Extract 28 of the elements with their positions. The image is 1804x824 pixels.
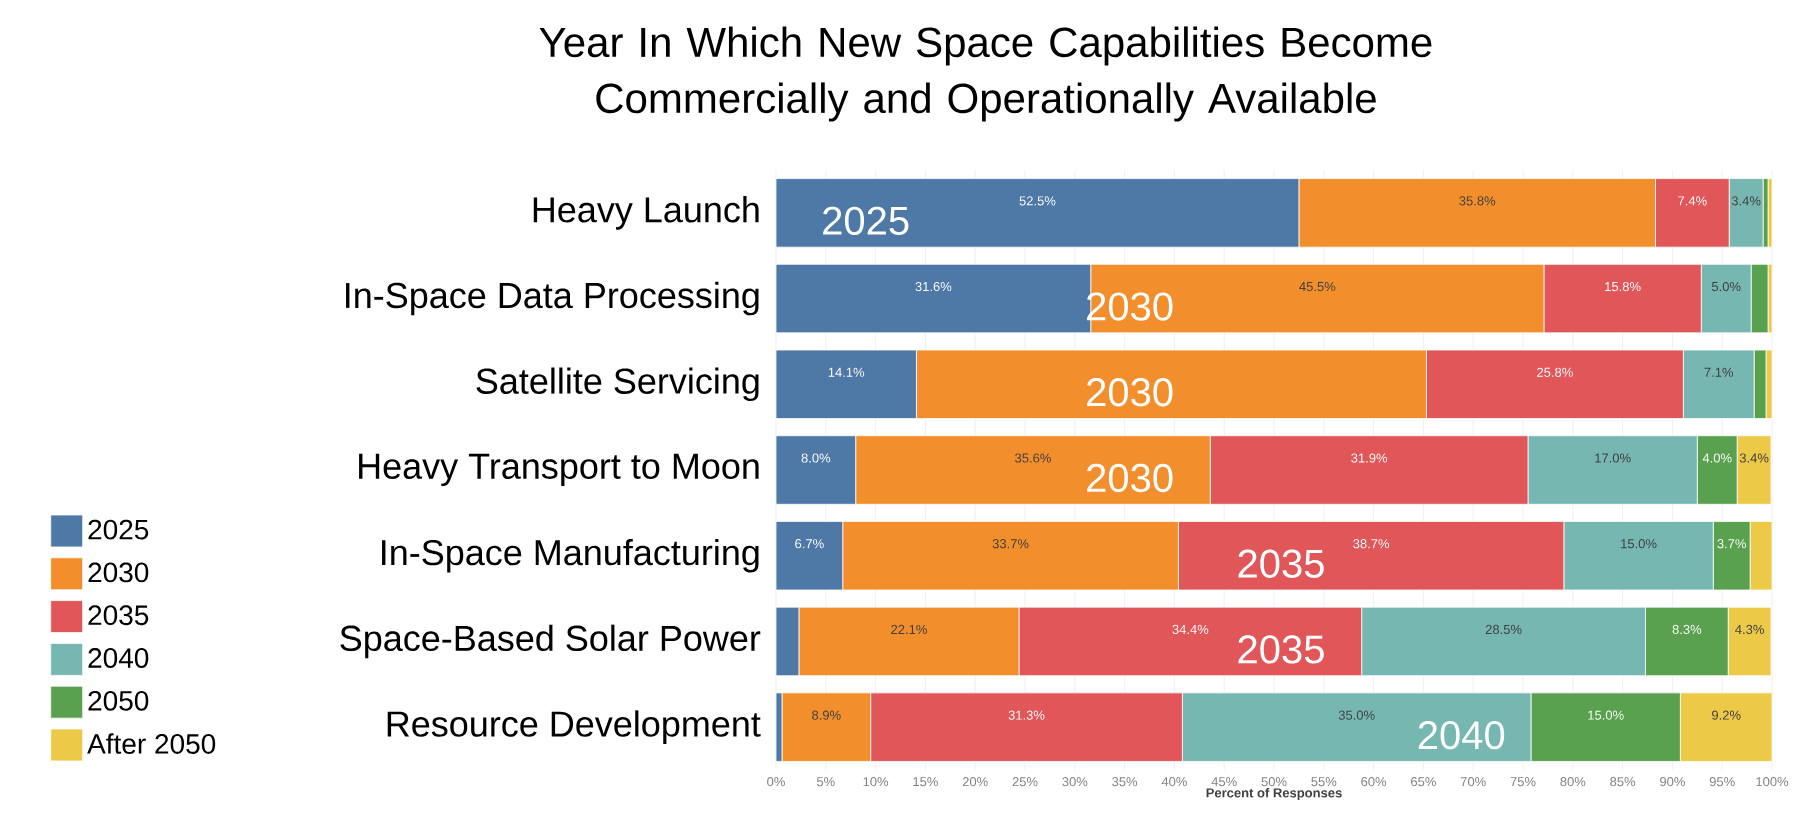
annotation: 2025 (823, 206, 909, 236)
bar (776, 349, 917, 419)
bar (776, 607, 799, 676)
legend-label: After 2050 (87, 733, 216, 754)
y-tick-label: Satellite Servicing (476, 367, 759, 402)
legend-label: 2050 (88, 690, 149, 711)
y-tick-label: Resource Development (387, 710, 761, 744)
bar (776, 435, 857, 505)
annotation: 2030 (1087, 463, 1173, 493)
bar (1727, 606, 1772, 677)
y-tick-label: In-Space Data Processing (346, 281, 759, 316)
legend-label: 2040 (88, 648, 149, 668)
y-tick-label: Space-Based Solar Power (340, 624, 761, 659)
chart-title: Year In Which New Space Capabilities Become Commercially and Operationally Available (539, 26, 1432, 122)
legend-label: 2025 (88, 519, 149, 540)
annotation: 2030 (1087, 378, 1173, 407)
legend-label: 2030 (88, 562, 149, 583)
bar (1736, 435, 1772, 505)
bar (1679, 692, 1773, 762)
y-tick-label: Heavy Transport to Moon (359, 453, 759, 487)
bar (776, 521, 844, 591)
y-tick-label: Heavy Launch (533, 196, 759, 230)
bar (776, 178, 1300, 248)
annotation: 2040 (1418, 720, 1505, 750)
legend-label: 2035 (88, 605, 149, 626)
annotation: 2035 (1238, 635, 1324, 664)
annotation: 2035 (1238, 549, 1324, 578)
y-tick-label: In-Space Manufacturing (382, 538, 759, 573)
